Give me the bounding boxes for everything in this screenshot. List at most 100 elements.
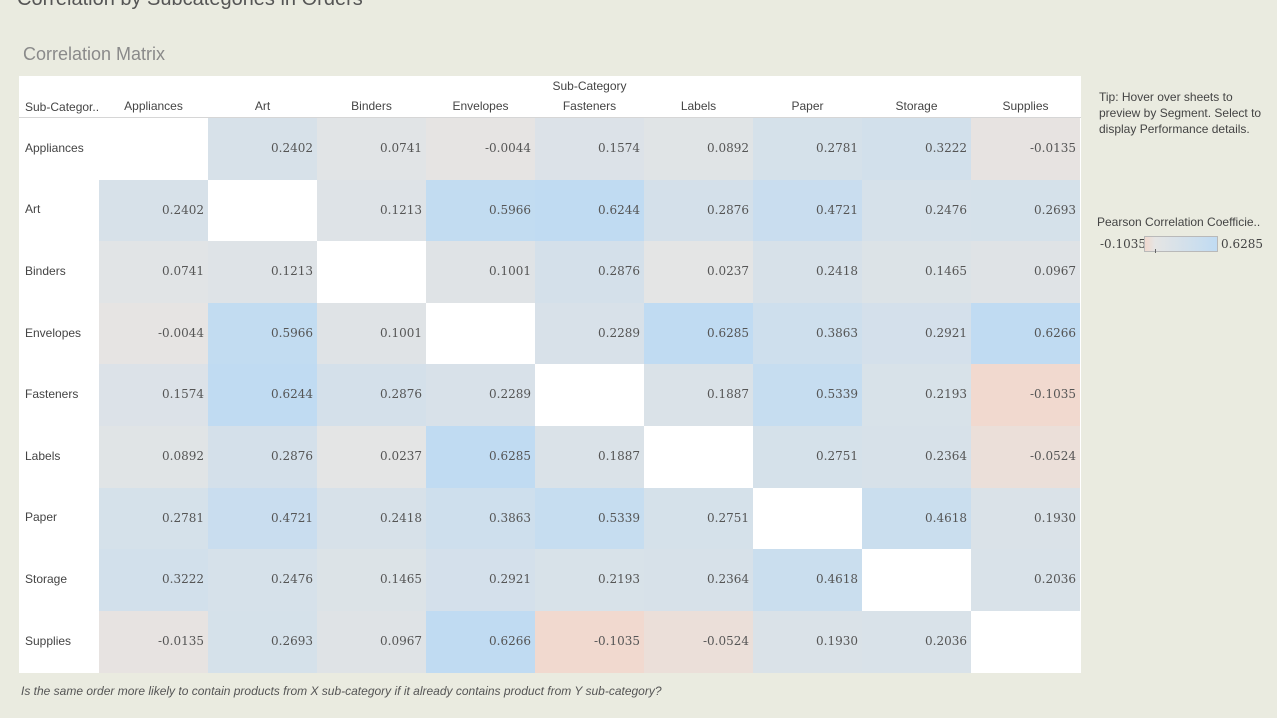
heatmap-cell[interactable]: 0.2193 bbox=[862, 364, 971, 427]
heatmap-cell[interactable]: 0.2402 bbox=[99, 179, 208, 242]
heatmap-cell[interactable]: 0.3222 bbox=[862, 118, 971, 181]
row-header-art[interactable]: Art bbox=[25, 202, 41, 217]
heatmap-cell[interactable]: 0.5339 bbox=[753, 364, 862, 427]
row-header-fasteners[interactable]: Fasteners bbox=[25, 387, 79, 402]
heatmap-cell[interactable]: 0.2036 bbox=[971, 549, 1080, 612]
heatmap-cell[interactable]: -0.1035 bbox=[971, 364, 1080, 427]
column-header-labels[interactable]: Labels bbox=[680, 99, 717, 113]
heatmap-cell[interactable]: 0.2876 bbox=[317, 364, 426, 427]
heatmap-cell[interactable]: -0.1035 bbox=[535, 610, 644, 673]
heatmap-cell[interactable]: 0.1465 bbox=[862, 241, 971, 304]
column-header-storage[interactable]: Storage bbox=[895, 99, 938, 113]
column-header-paper[interactable]: Paper bbox=[791, 99, 824, 113]
column-header-supplies[interactable]: Supplies bbox=[1002, 99, 1049, 113]
heatmap-cell[interactable]: 0.0741 bbox=[99, 241, 208, 304]
heatmap-cell[interactable]: 0.4618 bbox=[862, 487, 971, 550]
heatmap-cell[interactable]: 0.3222 bbox=[99, 549, 208, 612]
heatmap-cell[interactable]: 0.3863 bbox=[426, 487, 535, 550]
heatmap-cell[interactable]: 0.1213 bbox=[208, 241, 317, 304]
row-header-labels[interactable]: Labels bbox=[25, 448, 61, 463]
heatmap-cell[interactable]: 0.2751 bbox=[644, 487, 753, 550]
row-axis-label[interactable]: Sub-Categor.. bbox=[25, 100, 100, 114]
heatmap-cell[interactable]: 0.2036 bbox=[862, 610, 971, 673]
heatmap-cell[interactable]: 0.1001 bbox=[317, 302, 426, 365]
heatmap-cell[interactable]: -0.0524 bbox=[971, 426, 1080, 489]
heatmap-cell[interactable]: 0.6244 bbox=[208, 364, 317, 427]
heatmap-cell[interactable]: 0.6285 bbox=[644, 302, 753, 365]
heatmap-cell[interactable]: 0.0237 bbox=[317, 426, 426, 489]
row-header-appliances[interactable]: Appliances bbox=[25, 140, 84, 155]
heatmap-cell[interactable]: 0.1930 bbox=[971, 487, 1080, 550]
heatmap-cell[interactable]: 0.5966 bbox=[208, 302, 317, 365]
heatmap-cell[interactable]: 0.1887 bbox=[644, 364, 753, 427]
heatmap-cell[interactable]: 0.2781 bbox=[99, 487, 208, 550]
heatmap-cell[interactable]: 0.2876 bbox=[535, 241, 644, 304]
heatmap-cell[interactable]: 0.2693 bbox=[208, 610, 317, 673]
heatmap-cell[interactable]: 0.6285 bbox=[426, 426, 535, 489]
heatmap-cell[interactable]: 0.1574 bbox=[535, 118, 644, 181]
heatmap-cell[interactable]: 0.0967 bbox=[971, 241, 1080, 304]
heatmap-cell[interactable]: 0.0237 bbox=[644, 241, 753, 304]
row-header-paper[interactable]: Paper bbox=[25, 510, 58, 525]
heatmap-cell[interactable]: 0.4618 bbox=[753, 549, 862, 612]
column-header-fasteners[interactable]: Fasteners bbox=[562, 99, 617, 113]
heatmap-cell[interactable]: 0.2418 bbox=[317, 487, 426, 550]
column-header-binders[interactable]: Binders bbox=[351, 99, 392, 113]
heatmap-cell[interactable]: 0.2193 bbox=[535, 549, 644, 612]
heatmap-cell[interactable]: 0.1930 bbox=[753, 610, 862, 673]
heatmap-cell[interactable] bbox=[862, 549, 971, 612]
heatmap-cell[interactable]: 0.2921 bbox=[862, 302, 971, 365]
heatmap-cell[interactable]: 0.0892 bbox=[99, 426, 208, 489]
heatmap-cell[interactable]: 0.2289 bbox=[426, 364, 535, 427]
row-header-envelopes[interactable]: Envelopes bbox=[25, 325, 82, 340]
heatmap-cell[interactable]: -0.0524 bbox=[644, 610, 753, 673]
heatmap-cell[interactable]: 0.2364 bbox=[644, 549, 753, 612]
legend-color-bar[interactable] bbox=[1144, 236, 1218, 252]
heatmap-cell[interactable]: 0.2876 bbox=[208, 426, 317, 489]
heatmap-cell[interactable]: 0.1574 bbox=[99, 364, 208, 427]
correlation-matrix[interactable]: Sub-Category Sub-Categor.. Appliances Art… bbox=[19, 76, 1081, 673]
heatmap-cell[interactable]: 0.0967 bbox=[317, 610, 426, 673]
row-header-supplies[interactable]: Supplies bbox=[25, 633, 72, 648]
heatmap-cell[interactable]: 0.3863 bbox=[753, 302, 862, 365]
heatmap-cell[interactable]: 0.1001 bbox=[426, 241, 535, 304]
heatmap-cell[interactable]: 0.5966 bbox=[426, 179, 535, 242]
heatmap-cell[interactable]: -0.0135 bbox=[971, 118, 1080, 181]
heatmap-cell[interactable]: 0.6266 bbox=[971, 302, 1080, 365]
heatmap-cell[interactable] bbox=[426, 302, 535, 365]
heatmap-cell[interactable]: -0.0044 bbox=[99, 302, 208, 365]
heatmap-cell[interactable]: 0.2921 bbox=[426, 549, 535, 612]
heatmap-cell[interactable]: 0.0892 bbox=[644, 118, 753, 181]
heatmap-cell[interactable]: 0.2693 bbox=[971, 179, 1080, 242]
heatmap-cell[interactable]: 0.5339 bbox=[535, 487, 644, 550]
heatmap-cell[interactable]: 0.1465 bbox=[317, 549, 426, 612]
heatmap-cell[interactable]: 0.2402 bbox=[208, 118, 317, 181]
column-header-appliances[interactable]: Appliances bbox=[124, 99, 183, 113]
heatmap-cell[interactable]: 0.4721 bbox=[753, 179, 862, 242]
heatmap-cell[interactable] bbox=[644, 426, 753, 489]
heatmap-cell[interactable] bbox=[753, 487, 862, 550]
heatmap-cell[interactable]: 0.2364 bbox=[862, 426, 971, 489]
heatmap-cell[interactable]: 0.2781 bbox=[753, 118, 862, 181]
heatmap-cell[interactable]: 0.2289 bbox=[535, 302, 644, 365]
heatmap-cell[interactable]: 0.1887 bbox=[535, 426, 644, 489]
heatmap-cell[interactable] bbox=[99, 118, 208, 181]
column-header-envelopes[interactable]: Envelopes bbox=[452, 99, 509, 113]
heatmap-cell[interactable]: 0.2476 bbox=[208, 549, 317, 612]
heatmap-cell[interactable] bbox=[971, 610, 1080, 673]
heatmap-cell[interactable]: 0.2876 bbox=[644, 179, 753, 242]
row-header-storage[interactable]: Storage bbox=[25, 572, 68, 586]
heatmap-cell[interactable]: 0.1213 bbox=[317, 179, 426, 242]
heatmap-cell[interactable]: 0.0741 bbox=[317, 118, 426, 181]
heatmap-cell[interactable]: 0.4721 bbox=[208, 487, 317, 550]
heatmap-cell[interactable]: 0.6266 bbox=[426, 610, 535, 673]
heatmap-cell[interactable]: 0.2751 bbox=[753, 426, 862, 489]
heatmap-cell[interactable]: 0.2476 bbox=[862, 179, 971, 242]
column-header-art[interactable]: Art bbox=[254, 99, 271, 113]
row-header-binders[interactable]: Binders bbox=[25, 264, 66, 278]
heatmap-cell[interactable]: 0.6244 bbox=[535, 179, 644, 242]
heatmap-cell[interactable]: -0.0044 bbox=[426, 118, 535, 181]
heatmap-cell[interactable] bbox=[535, 364, 644, 427]
heatmap-cell[interactable] bbox=[317, 241, 426, 304]
heatmap-cell[interactable]: -0.0135 bbox=[99, 610, 208, 673]
